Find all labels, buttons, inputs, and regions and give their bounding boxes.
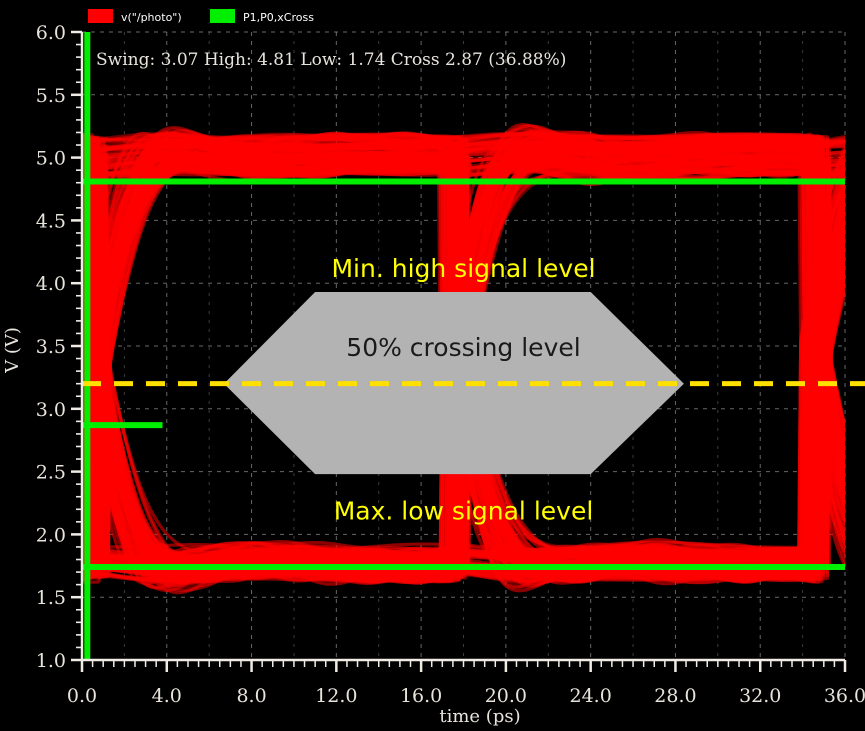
- legend-label-photo: v("/photo"): [121, 11, 182, 24]
- y-tick-label: 3.5: [36, 336, 66, 358]
- x-tick-label: 24.0: [570, 685, 612, 707]
- x-tick-label: 32.0: [739, 685, 781, 707]
- measurement-markers: [82, 32, 845, 660]
- legend: v("/photo") P1,P0,xCross: [88, 9, 314, 24]
- x-tick-label: 8.0: [236, 685, 266, 707]
- x-tick-label: 16.0: [400, 685, 442, 707]
- legend-swatch-photo: [88, 9, 113, 23]
- y-tick-label: 2.0: [36, 524, 66, 546]
- y-tick-label: 4.5: [36, 210, 66, 232]
- axes: 1.0 1.5 2.0 2.5 3.0 3.5 4.0 4.5 5.0 5.5 6.0 0.0 4.0 8…: [36, 22, 865, 707]
- y-tick-label: 2.5: [36, 462, 66, 484]
- annotation-fifty-percent-crossing-level: 50% crossing level: [346, 333, 580, 362]
- x-tick-label: 20.0: [485, 685, 527, 707]
- y-tick-label: 3.0: [36, 399, 66, 421]
- legend-label-markers: P1,P0,xCross: [243, 11, 314, 24]
- x-tick-label: 12.0: [315, 685, 357, 707]
- x-tick-label: 36.0: [824, 685, 865, 707]
- annotation-max-low-signal-level: Max. low signal level: [334, 496, 594, 525]
- y-tick-label: 4.0: [36, 273, 66, 295]
- y-tick-label: 6.0: [36, 22, 66, 44]
- measurement-summary: Swing: 3.07 High: 4.81 Low: 1.74 Cross 2…: [96, 50, 566, 70]
- x-axis-title: time (ps): [439, 706, 520, 727]
- x-tick-label: 4.0: [152, 685, 182, 707]
- y-tick-label: 5.5: [36, 85, 66, 107]
- x-tick-label: 0.0: [67, 685, 97, 707]
- y-tick-label: 1.0: [36, 650, 66, 672]
- y-tick-label: 5.0: [36, 148, 66, 170]
- annotation-min-high-signal-level: Min. high signal level: [331, 254, 595, 283]
- y-tick-label: 1.5: [36, 587, 66, 609]
- legend-swatch-markers: [210, 9, 235, 23]
- x-tick-label: 28.0: [654, 685, 696, 707]
- y-axis-title: V (V): [2, 327, 23, 374]
- eye-mask-hexagon: [224, 292, 684, 475]
